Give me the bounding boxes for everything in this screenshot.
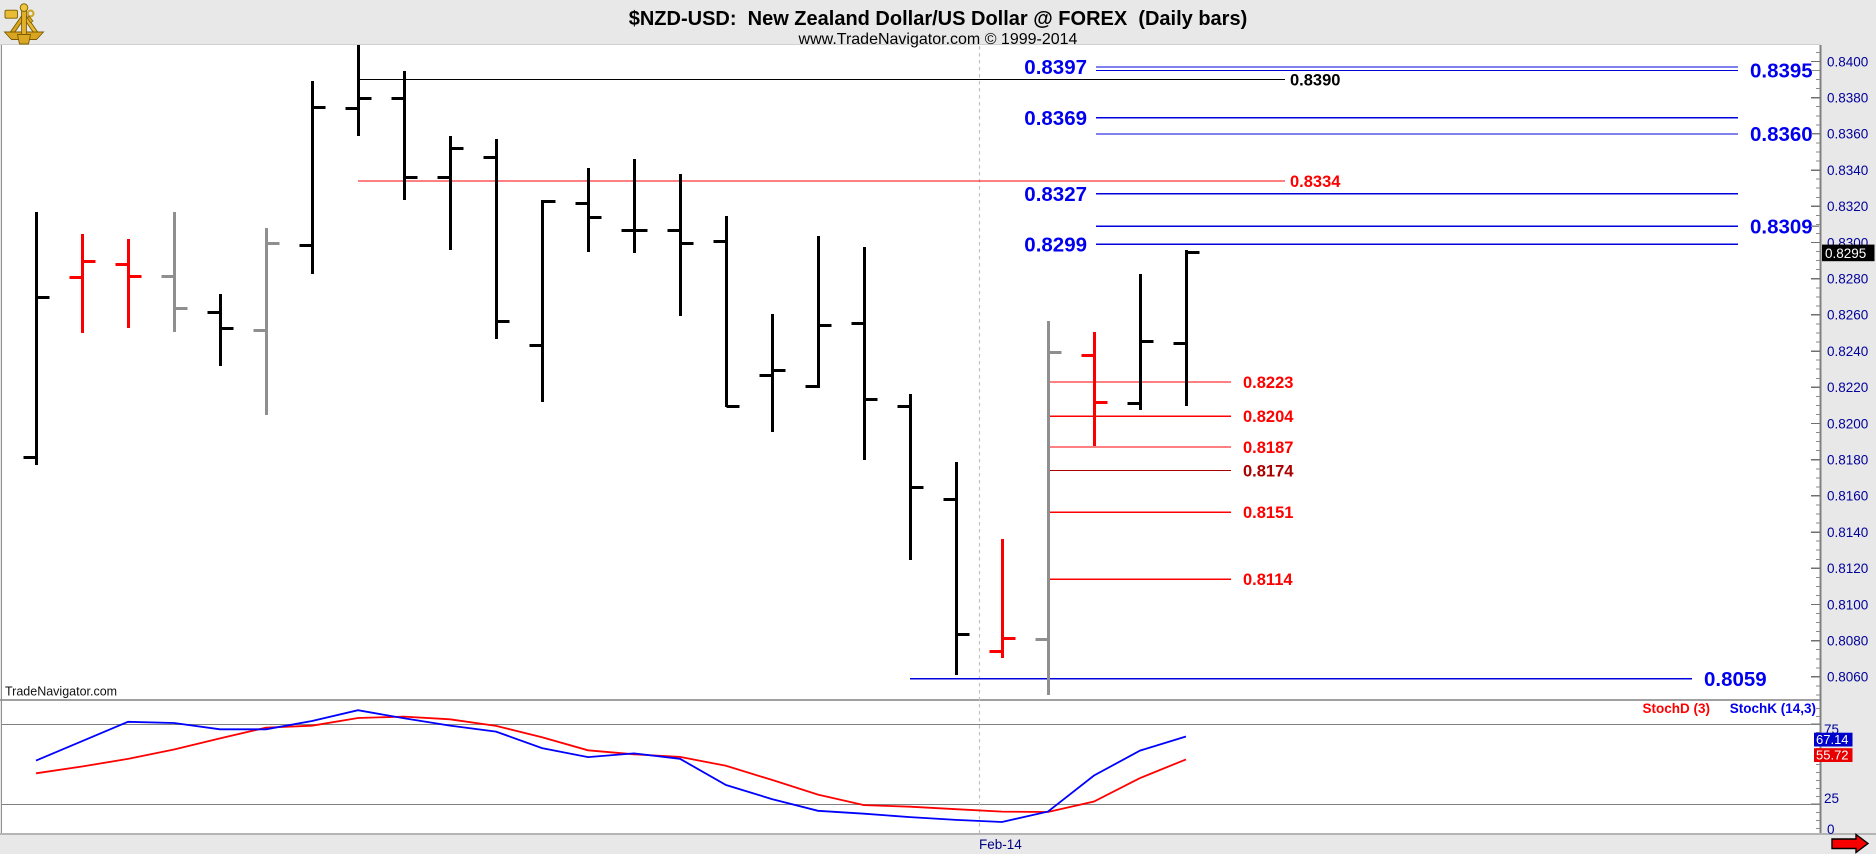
svg-text:25: 25 — [1824, 791, 1839, 806]
svg-text:0.8260: 0.8260 — [1827, 308, 1868, 323]
svg-text:0.8187: 0.8187 — [1243, 439, 1293, 457]
svg-text:0.8180: 0.8180 — [1827, 453, 1868, 468]
svg-text:0.8340: 0.8340 — [1827, 163, 1868, 178]
svg-text:0.8204: 0.8204 — [1243, 408, 1294, 426]
svg-text:0.8360: 0.8360 — [1750, 123, 1813, 146]
svg-text:55.72: 55.72 — [1816, 747, 1849, 762]
svg-text:0.8220: 0.8220 — [1827, 380, 1868, 395]
svg-text:0.8060: 0.8060 — [1827, 670, 1868, 685]
svg-text:0.8380: 0.8380 — [1827, 91, 1868, 106]
svg-text:0.8400: 0.8400 — [1827, 54, 1868, 69]
svg-text:0.8397: 0.8397 — [1024, 56, 1087, 79]
svg-text:0.8299: 0.8299 — [1024, 234, 1087, 257]
svg-text:0.8200: 0.8200 — [1827, 416, 1868, 431]
svg-text:www.TradeNavigator.com © 1999-: www.TradeNavigator.com © 1999-2014 — [798, 31, 1078, 48]
svg-text:0.8334: 0.8334 — [1290, 173, 1341, 191]
svg-text:StochD (3): StochD (3) — [1643, 701, 1711, 716]
svg-text:0.8059: 0.8059 — [1704, 668, 1767, 691]
svg-text:0.8390: 0.8390 — [1290, 72, 1340, 90]
svg-text:0.8295: 0.8295 — [1825, 246, 1866, 261]
svg-text:Feb-14: Feb-14 — [979, 837, 1022, 852]
svg-text:0.8369: 0.8369 — [1024, 107, 1087, 130]
svg-text:0.8151: 0.8151 — [1243, 504, 1293, 522]
svg-text:StochK (14,3): StochK (14,3) — [1730, 701, 1816, 716]
svg-text:0.8240: 0.8240 — [1827, 344, 1868, 359]
svg-text:0.8395: 0.8395 — [1750, 60, 1813, 83]
svg-text:0.8280: 0.8280 — [1827, 272, 1868, 287]
svg-text:67.14: 67.14 — [1816, 732, 1849, 747]
svg-text:0.8174: 0.8174 — [1243, 463, 1294, 481]
svg-text:TradeNavigator.com: TradeNavigator.com — [5, 685, 117, 699]
svg-text:0.8114: 0.8114 — [1243, 571, 1293, 589]
svg-text:0.8120: 0.8120 — [1827, 561, 1868, 576]
svg-text:$NZD-USD: New Zealand Dollar/: $NZD-USD: New Zealand Dollar/US Dollar @… — [629, 8, 1248, 30]
svg-text:0.8100: 0.8100 — [1827, 597, 1868, 612]
svg-text:0.8080: 0.8080 — [1827, 634, 1868, 649]
svg-text:0.8140: 0.8140 — [1827, 525, 1868, 540]
svg-text:0.8223: 0.8223 — [1243, 374, 1293, 392]
svg-text:0.8160: 0.8160 — [1827, 489, 1868, 504]
svg-text:0.8360: 0.8360 — [1827, 127, 1868, 142]
svg-text:0.8320: 0.8320 — [1827, 199, 1868, 214]
svg-text:0: 0 — [1827, 822, 1835, 837]
svg-text:0.8309: 0.8309 — [1750, 215, 1813, 238]
svg-text:0.8327: 0.8327 — [1024, 183, 1087, 206]
